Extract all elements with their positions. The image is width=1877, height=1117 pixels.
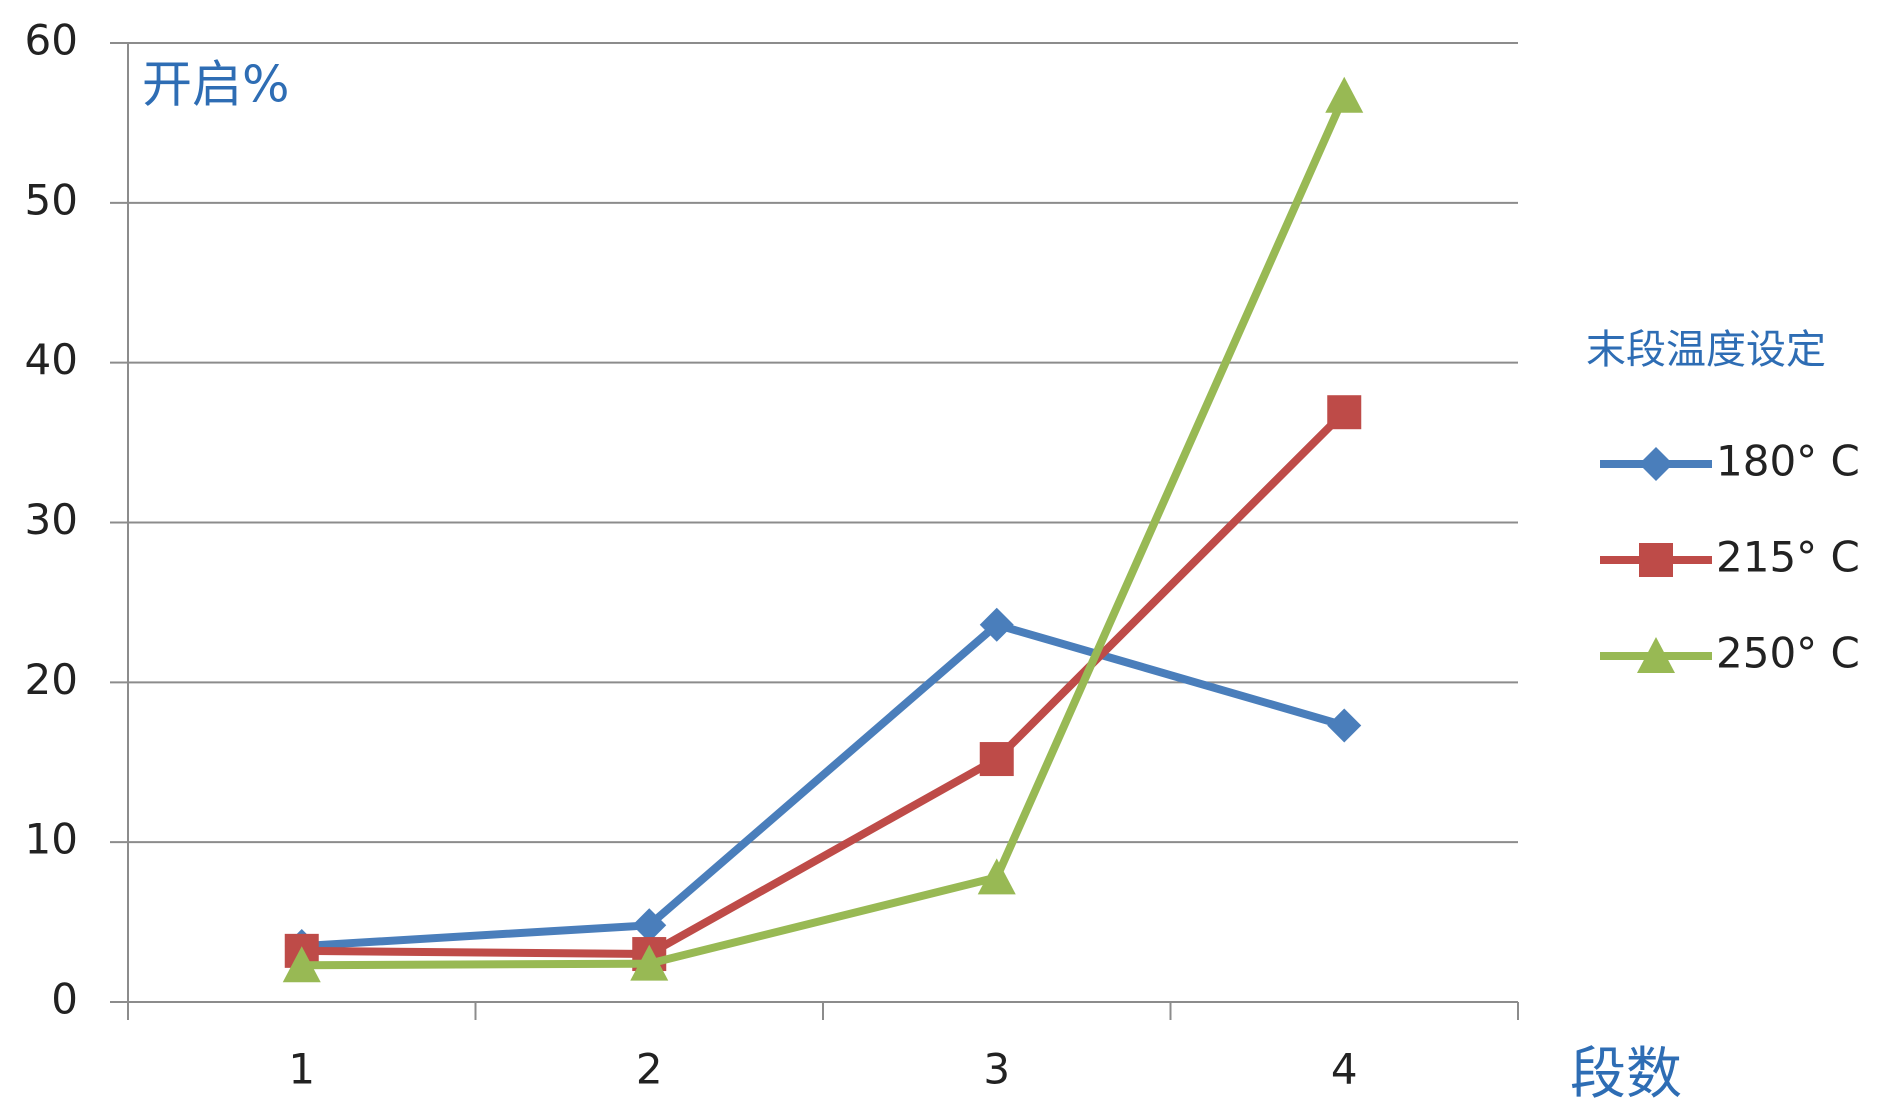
series-line <box>301 620 1346 951</box>
legend-marker <box>1639 447 1673 481</box>
y-tick-label: 30 <box>25 495 78 544</box>
y-tick-label: 20 <box>25 655 78 704</box>
legend-label: 215° C <box>1716 533 1860 582</box>
x-tick-label: 4 <box>1331 1045 1358 1094</box>
data-point <box>632 908 667 943</box>
legend-title: 末段温度设定 <box>1586 327 1826 373</box>
y-tick-label: 40 <box>25 335 78 384</box>
series-line <box>301 94 1348 970</box>
x-axis-label: 段数 <box>1570 1042 1682 1107</box>
y-axis-label: 开启% <box>142 56 290 114</box>
x-tick-label: 3 <box>983 1045 1010 1094</box>
y-tick-label: 60 <box>25 16 78 65</box>
data-point <box>1327 395 1362 430</box>
legend-label: 180° C <box>1716 437 1860 486</box>
data-point <box>979 742 1014 777</box>
legend-marker <box>1639 543 1673 577</box>
data-point <box>282 946 321 983</box>
data-point <box>630 944 669 981</box>
y-tick-label: 0 <box>51 975 78 1024</box>
data-point <box>979 607 1014 642</box>
series-line <box>301 409 1348 959</box>
data-point <box>977 858 1016 895</box>
data-point <box>1325 76 1364 113</box>
legend-label: 250° C <box>1716 629 1860 678</box>
data-point <box>1327 708 1362 743</box>
x-tick-label: 1 <box>288 1045 315 1094</box>
x-tick-label: 2 <box>636 1045 663 1094</box>
legend-marker <box>1637 637 1675 673</box>
y-tick-label: 50 <box>25 175 78 224</box>
y-tick-label: 10 <box>25 815 78 864</box>
